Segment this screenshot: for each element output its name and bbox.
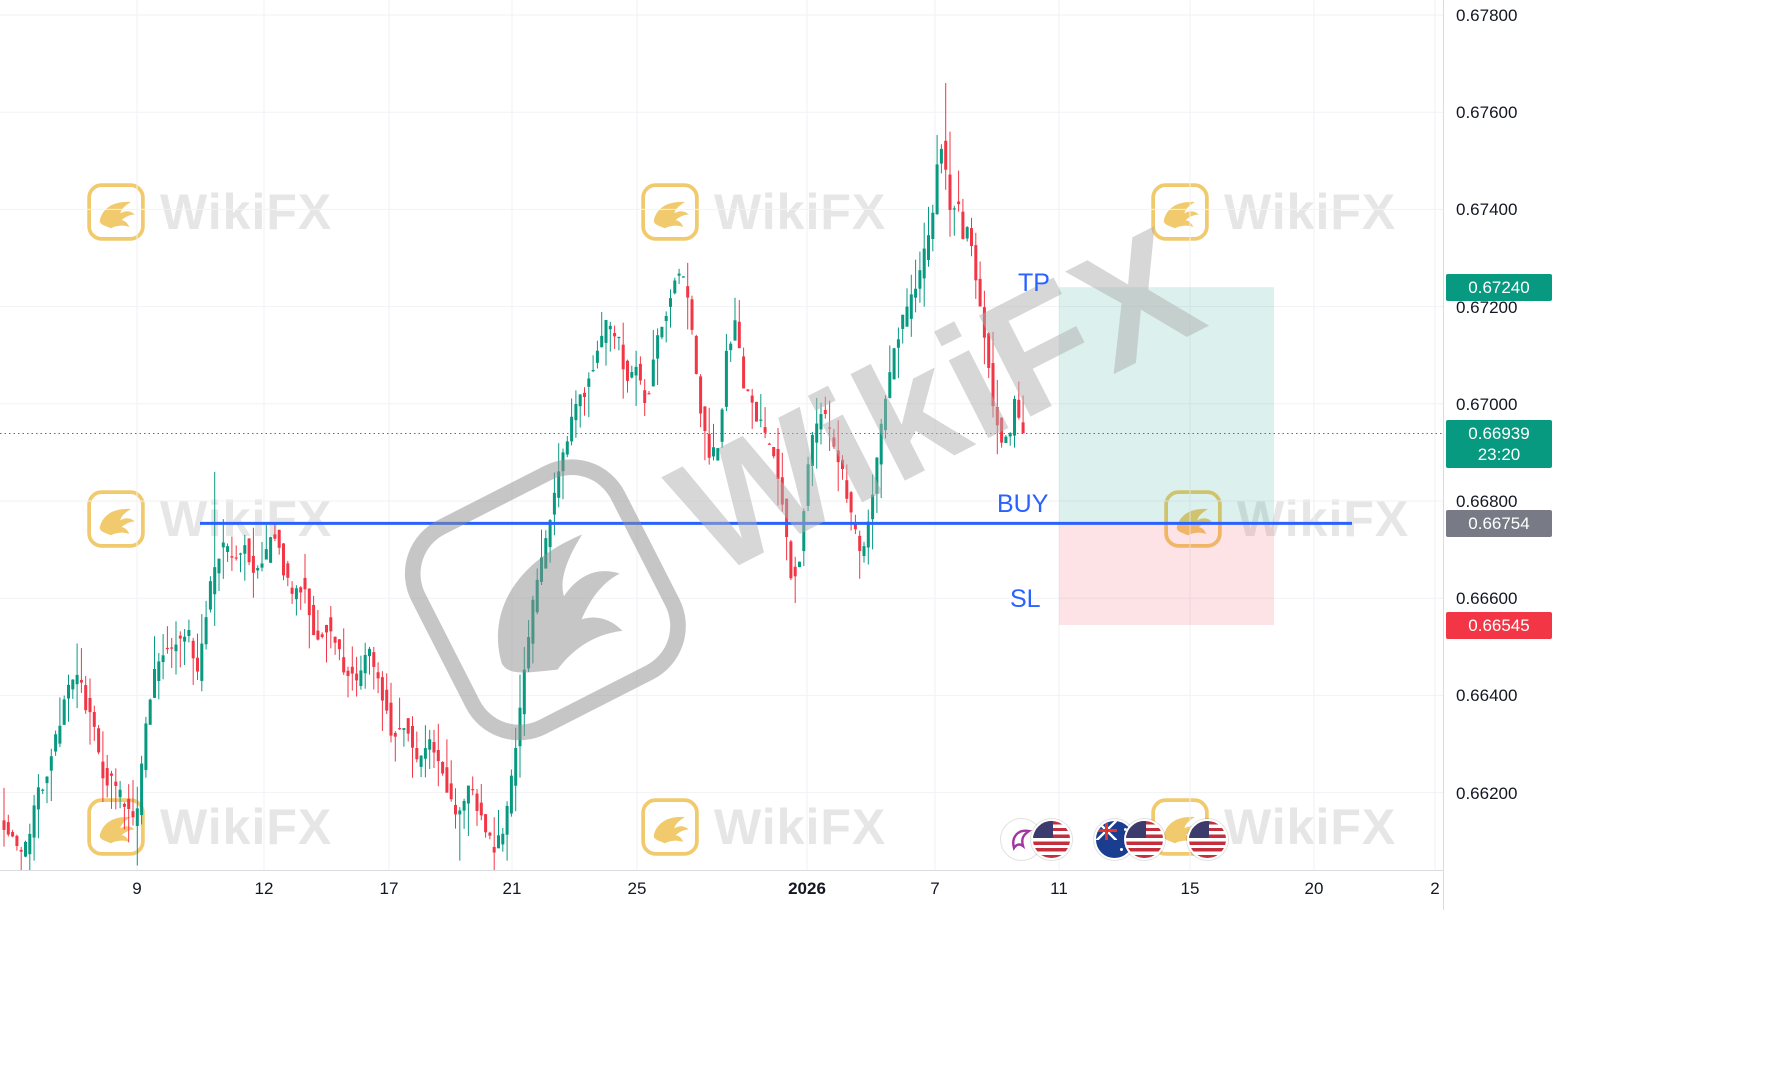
us-flag-icon — [1124, 819, 1165, 860]
price-axis-label: 0.66200 — [1456, 783, 1518, 803]
price-axis-label: 0.67600 — [1456, 103, 1518, 123]
price-axis-label: 0.67200 — [1456, 297, 1518, 317]
time-axis-label: 9 — [132, 879, 142, 898]
stop-loss-zone[interactable] — [1059, 523, 1274, 625]
time-axis[interactable]: 9 12 17 21 25 2026 7 11 15 20 2 — [0, 870, 1558, 911]
price-axis-label: 0.67000 — [1456, 394, 1518, 414]
countdown-timer: 23:20 — [1477, 445, 1521, 465]
price-axis-label: 0.66800 — [1456, 492, 1518, 511]
time-axis-label: 12 — [254, 879, 274, 898]
candlestick-chart[interactable] — [0, 0, 1443, 870]
time-axis-label: 15 — [1180, 879, 1200, 898]
buy-entry-label[interactable]: BUY — [997, 490, 1049, 518]
candlestick-layer — [2, 83, 1025, 870]
time-axis-label: 17 — [379, 879, 399, 898]
take-profit-label[interactable]: TP — [1018, 269, 1050, 297]
time-axis-label: 11 — [1050, 879, 1068, 898]
time-axis-label: 21 — [502, 879, 522, 898]
stop-loss-label[interactable]: SL — [1010, 585, 1041, 613]
time-axis-label: 7 — [930, 879, 940, 898]
current-price-badge: 0.66939 23:20 — [1446, 420, 1552, 469]
time-axis-label: 20 — [1304, 879, 1324, 898]
flag-pair — [1001, 819, 1072, 860]
time-axis-label: 2 — [1430, 879, 1440, 898]
us-flag-icon — [1031, 819, 1072, 860]
price-axis-label: 0.66600 — [1456, 589, 1518, 609]
price-axis-label: 0.67400 — [1456, 200, 1518, 220]
time-axis-label: 25 — [627, 879, 647, 898]
entry-price-badge[interactable]: 0.66754 — [1446, 510, 1552, 538]
price-axis-label: 0.66400 — [1456, 686, 1518, 706]
stop-loss-price-badge[interactable]: 0.66545 — [1446, 611, 1552, 639]
take-profit-zone[interactable] — [1059, 287, 1274, 524]
take-profit-price-badge[interactable]: 0.67240 — [1446, 274, 1552, 302]
instrument-flag-icons — [1001, 819, 1228, 860]
time-axis-label: 2026 — [788, 879, 826, 898]
chart-pane[interactable]: TP BUY SL WikiFX WikiFX WikiFX WikiFX WikiFX… — [0, 0, 1443, 870]
price-axis-label: 0.67800 — [1456, 6, 1518, 25]
price-axis[interactable]: 0.67800 0.67600 0.67400 0.67200 0.67000 0.668… — [1443, 0, 1560, 910]
flag-pair — [1094, 819, 1165, 860]
us-flag-icon — [1187, 819, 1228, 860]
